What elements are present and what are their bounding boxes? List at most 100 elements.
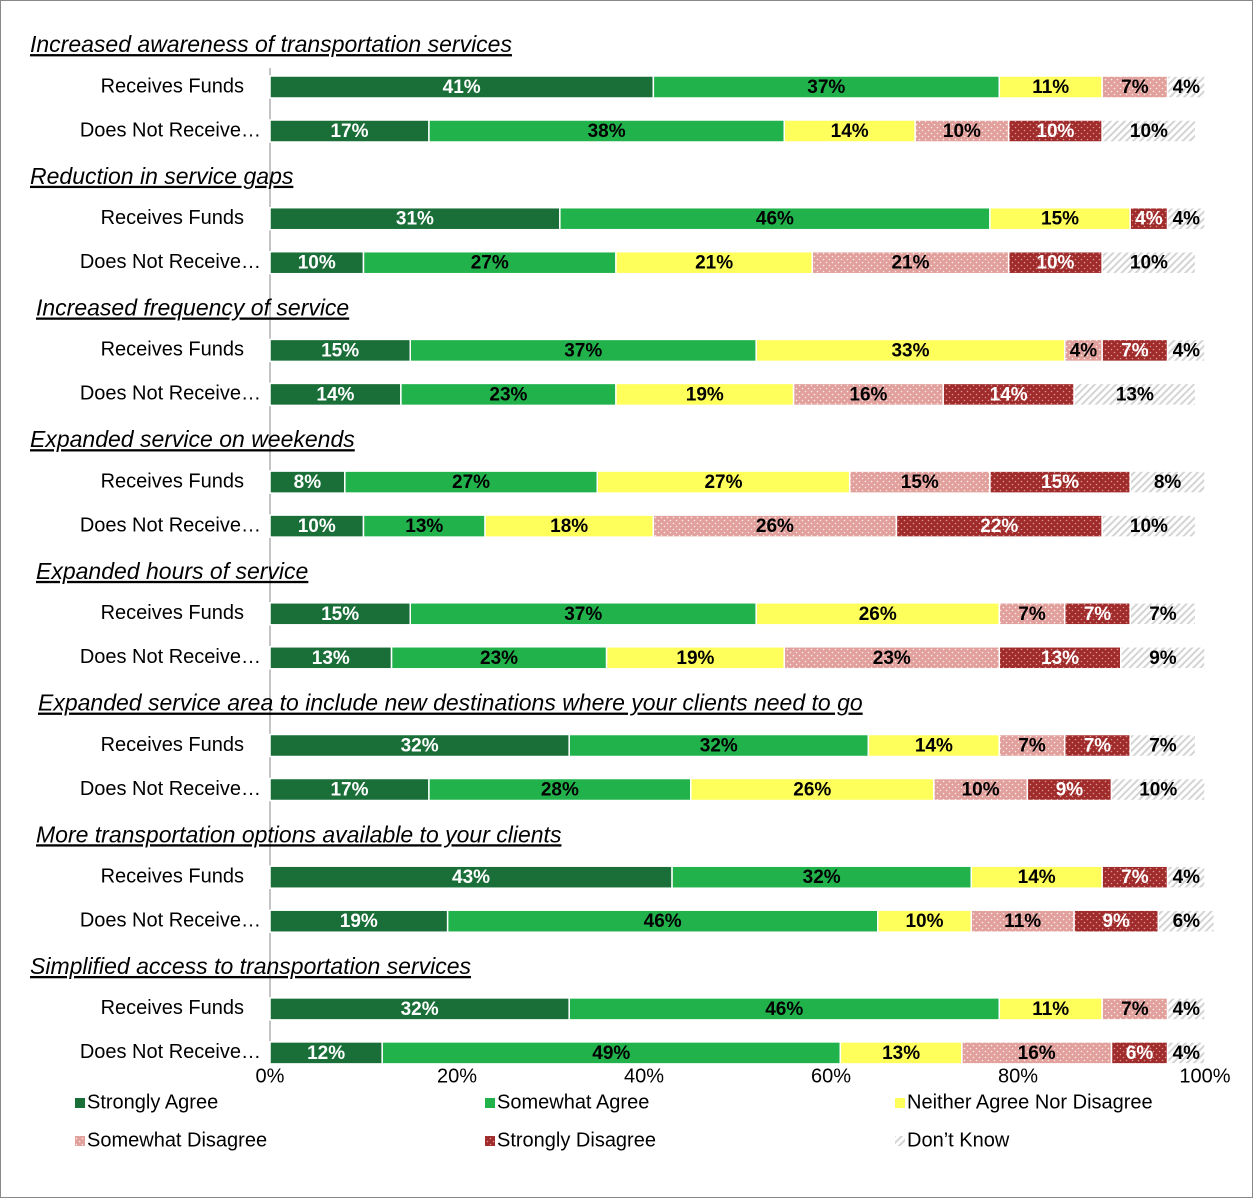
value-label: 14% (831, 121, 869, 142)
value-label: 7% (1121, 77, 1149, 98)
bar-segment (1101, 250, 1197, 275)
value-label: 4% (1070, 340, 1098, 361)
value-label: 26% (859, 604, 897, 625)
value-label: 15% (1041, 209, 1079, 230)
bar-segment (1120, 646, 1206, 670)
value-label: 13% (312, 648, 350, 669)
x-tick-label: 60% (811, 1065, 851, 1087)
value-label: 10% (905, 911, 943, 932)
value-label: 49% (592, 1043, 630, 1064)
value-label: 13% (1041, 648, 1079, 669)
value-label: 4% (1173, 209, 1201, 230)
value-label: 10% (1036, 253, 1074, 274)
bar-segment (1101, 119, 1197, 143)
value-label: 8% (1154, 472, 1182, 493)
value-label: 19% (676, 648, 714, 669)
value-label: 10% (298, 516, 336, 537)
row-label: Receives Funds (101, 75, 244, 97)
row-label: Does Not Receive… (80, 778, 261, 800)
legend-swatch (75, 1098, 85, 1108)
legend-swatch (485, 1136, 495, 1146)
bar-segment (1101, 514, 1197, 538)
group-title: Increased awareness of transportation se… (30, 31, 512, 57)
value-label: 32% (700, 736, 738, 757)
value-label: 10% (1130, 516, 1168, 537)
value-label: 15% (1041, 472, 1079, 493)
value-label: 37% (564, 340, 602, 361)
value-label: 43% (452, 867, 490, 888)
bar-segment (1166, 1041, 1206, 1065)
value-label: 7% (1018, 604, 1046, 625)
legend-label: Strongly Agree (87, 1091, 218, 1113)
value-label: 10% (962, 780, 1000, 801)
value-label: 14% (316, 384, 354, 405)
value-label: 6% (1173, 911, 1201, 932)
group-title: Expanded service on weekends (30, 426, 355, 452)
legend-label: Don’t Know (907, 1129, 1010, 1151)
group-title: Expanded hours of service (36, 558, 308, 584)
value-label: 11% (1032, 999, 1069, 1020)
value-label: 23% (873, 648, 911, 669)
value-label: 14% (990, 384, 1028, 405)
value-label: 26% (756, 516, 794, 537)
value-label: 46% (756, 209, 794, 230)
value-label: 32% (803, 867, 841, 888)
value-label: 27% (452, 472, 490, 493)
value-label: 27% (471, 253, 509, 274)
value-label: 18% (550, 516, 588, 537)
value-label: 7% (1121, 999, 1149, 1020)
value-label: 22% (980, 516, 1018, 537)
value-label: 8% (294, 472, 322, 493)
bar-segment (1166, 997, 1206, 1021)
group-title: Reduction in service gaps (30, 163, 294, 189)
value-label: 32% (401, 999, 439, 1020)
value-label: 7% (1084, 604, 1112, 625)
bar-segment (1166, 338, 1206, 363)
group-title: Expanded service area to include new des… (38, 690, 863, 716)
row-label: Receives Funds (101, 997, 244, 1019)
legend-label: Somewhat Disagree (87, 1129, 267, 1151)
row-label: Does Not Receive… (80, 646, 261, 668)
value-label: 46% (765, 999, 803, 1020)
value-label: 23% (480, 648, 518, 669)
value-label: 38% (588, 121, 626, 142)
legend-swatch (895, 1098, 905, 1108)
value-label: 4% (1173, 77, 1201, 98)
row-label: Does Not Receive… (80, 1041, 261, 1063)
row-label: Receives Funds (101, 470, 244, 492)
value-label: 13% (882, 1043, 920, 1064)
value-label: 7% (1121, 867, 1149, 888)
value-label: 33% (891, 340, 929, 361)
value-label: 19% (686, 384, 724, 405)
value-label: 17% (330, 780, 368, 801)
value-label: 31% (396, 209, 434, 230)
bar-segment (1166, 75, 1206, 99)
bar-segment (1129, 733, 1197, 758)
value-label: 4% (1173, 999, 1201, 1020)
value-label: 14% (1018, 867, 1056, 888)
legend-label: Neither Agree Nor Disagree (907, 1091, 1153, 1113)
value-label: 16% (1018, 1043, 1056, 1064)
value-label: 13% (405, 516, 443, 537)
x-tick-label: 40% (624, 1065, 664, 1087)
value-label: 9% (1056, 780, 1084, 801)
value-label: 4% (1173, 340, 1201, 361)
value-label: 37% (807, 77, 845, 98)
bar-segment (1073, 382, 1197, 407)
value-label: 9% (1149, 648, 1177, 669)
value-label: 10% (1036, 121, 1074, 142)
x-tick-label: 20% (437, 1065, 477, 1087)
x-tick-label: 80% (998, 1065, 1038, 1087)
group-title: More transportation options available to… (36, 821, 562, 847)
value-label: 46% (644, 911, 682, 932)
bar-segment (1110, 777, 1206, 802)
bar-segment (1129, 470, 1206, 494)
value-label: 9% (1102, 911, 1130, 932)
value-label: 4% (1173, 867, 1201, 888)
value-label: 16% (849, 384, 887, 405)
value-label: 10% (943, 121, 981, 142)
value-label: 10% (1130, 121, 1168, 142)
value-label: 17% (330, 121, 368, 142)
value-label: 10% (298, 253, 336, 274)
